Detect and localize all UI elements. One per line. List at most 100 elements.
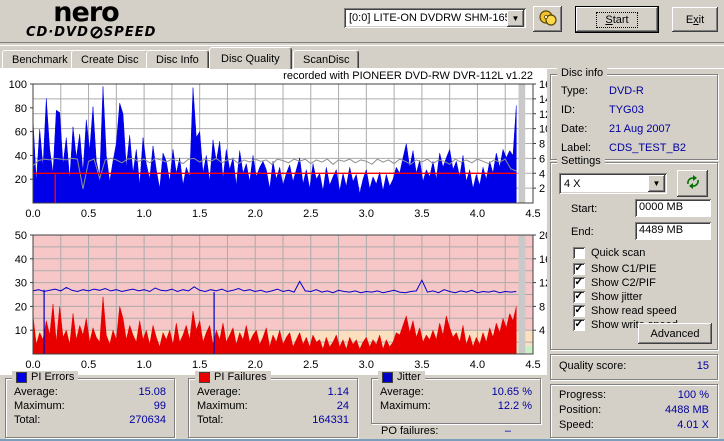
- x-axis-label: 1.0: [136, 208, 151, 220]
- speed-label: Speed:: [559, 419, 594, 431]
- pie-average-value: 15.08: [138, 386, 166, 398]
- exit-button[interactable]: Exit: [672, 7, 718, 32]
- disc-date-value: 21 Aug 2007: [609, 123, 671, 135]
- checkbox-quick-scan[interactable]: Quick scan: [573, 246, 645, 260]
- tab-strip: Benchmark Create Disc Disc Info Disc Qua…: [0, 46, 724, 69]
- pie-maximum-value: 99: [153, 400, 166, 412]
- x-axis-label: 1.5: [192, 208, 207, 220]
- hand-icon: [538, 9, 558, 30]
- left-axis-label: 30: [15, 278, 27, 290]
- refresh-icon: [685, 174, 701, 193]
- scan-end-strip: [518, 235, 526, 354]
- left-axis-label: 40: [15, 150, 27, 162]
- speed-select-arrow[interactable]: ▼: [648, 175, 665, 192]
- tab-create-disc[interactable]: Create Disc: [71, 50, 149, 68]
- speed-select-value: 4 X: [564, 177, 581, 190]
- refresh-button[interactable]: [677, 170, 708, 197]
- speed-select[interactable]: 4 X ▼: [559, 173, 667, 194]
- write-speed-series: [32, 157, 517, 189]
- right-axis-label: 20: [539, 230, 547, 242]
- checkbox-show-c2-pif[interactable]: ✓ Show C2/PIF: [573, 276, 656, 289]
- end-field-label: End:: [571, 226, 594, 238]
- logo-nero-text: nero: [53, 0, 119, 28]
- logo-cd-text: CD·DVD: [26, 25, 89, 40]
- pi-failures-swatch: [199, 371, 210, 383]
- left-axis-label: 50: [15, 230, 27, 242]
- progress-value: 100 %: [677, 389, 709, 401]
- position-label: Position:: [559, 404, 602, 416]
- end-field[interactable]: 4489 MB: [635, 222, 711, 240]
- x-axis-label: 2.0: [248, 359, 263, 371]
- checkbox-quick-scan-box[interactable]: [573, 247, 585, 259]
- start-button[interactable]: Start: [576, 7, 658, 32]
- tab-benchmark[interactable]: Benchmark: [2, 50, 78, 68]
- drive-select-arrow[interactable]: ▼: [507, 9, 524, 27]
- checkbox-show-jitter[interactable]: ✓ Show jitter: [573, 290, 643, 303]
- x-axis-label: 4.5: [525, 359, 540, 371]
- progress-label: Progress:: [559, 389, 607, 401]
- tab-scandisc[interactable]: ScanDisc: [293, 50, 360, 68]
- exit-label-pre: E: [685, 13, 694, 26]
- right-axis-label: 6: [539, 153, 545, 165]
- start-field[interactable]: 0000 MB: [635, 199, 711, 217]
- start-label: tart: [612, 13, 629, 26]
- disc-date-label: Date:: [561, 123, 588, 135]
- quality-score-box: Quality score: 15: [550, 354, 718, 380]
- x-axis-label: 1.5: [192, 359, 207, 371]
- checkbox-show-c1-pie-box[interactable]: ✓: [573, 262, 585, 275]
- start-label-accel: S: [605, 13, 613, 26]
- toolbar-separator: [0, 42, 724, 46]
- logo-speed-text: SPEED: [103, 25, 157, 40]
- jitter-swatch: [382, 371, 393, 383]
- disc-label-value: CDS_TEST_B2: [609, 142, 687, 154]
- po-failures-label: PO failures:: [381, 425, 439, 437]
- speed-value: 4.01 X: [677, 419, 709, 431]
- left-axis-label: 60: [15, 127, 27, 139]
- po-failures-value: –: [504, 425, 511, 437]
- right-axis-label: 4: [539, 325, 545, 337]
- eject-tray-button[interactable]: [533, 6, 562, 32]
- checkbox-show-jitter-box[interactable]: ✓: [573, 290, 585, 303]
- x-axis-label: 2.5: [303, 208, 318, 220]
- checkbox-show-read-speed[interactable]: ✓ Show read speed: [573, 304, 677, 317]
- x-axis-label: 3.0: [359, 208, 374, 220]
- disc-info-title: Disc info: [557, 67, 608, 79]
- checkbox-show-read-speed-box[interactable]: ✓: [573, 304, 585, 317]
- pi-errors-legend: PI Errors: [12, 371, 79, 383]
- pi-failures-legend: PI Failures: [195, 371, 271, 383]
- advanced-button[interactable]: Advanced: [638, 323, 712, 344]
- po-failures-row: PO failures: –: [373, 424, 519, 438]
- x-axis-label: 0.5: [81, 359, 96, 371]
- jitter-maximum-value: 12.2 %: [497, 400, 532, 412]
- right-axis-label: 16: [539, 79, 547, 91]
- checkbox-show-c1-pie[interactable]: ✓ Show C1/PIE: [573, 262, 657, 275]
- drive-select[interactable]: [0:0] LITE-ON DVDRW SHM-165P6S MS0R ▼: [344, 8, 526, 28]
- pi-errors-box: PI Errors Average: 15.08 Maximum: 99 Total…: [5, 371, 175, 438]
- quality-score-label: Quality score:: [559, 360, 627, 372]
- plot-border: [32, 234, 534, 355]
- checkbox-show-write-speed-box[interactable]: ✓: [573, 318, 585, 331]
- right-axis-label: 2: [539, 183, 545, 195]
- x-axis-label: 1.0: [136, 359, 151, 371]
- progress-box: Progress: 100 % Position: 4488 MB Speed: 4.…: [550, 384, 718, 438]
- pie-total-value: 270634: [129, 414, 166, 426]
- right-axis-label: 12: [539, 109, 547, 121]
- x-axis-label: 3.5: [414, 208, 429, 220]
- right-axis-label: 10: [539, 124, 547, 136]
- disc-label-label: Label:: [561, 142, 591, 154]
- left-axis-label: 20: [15, 174, 27, 186]
- x-axis-label: 4.0: [470, 359, 485, 371]
- disc-icon: [90, 26, 103, 39]
- right-axis-label: 14: [539, 94, 547, 106]
- tab-disc-info[interactable]: Disc Info: [146, 50, 209, 68]
- left-axis-label: 10: [15, 325, 27, 337]
- x-axis-label: 2.0: [248, 208, 263, 220]
- start-field-label: Start:: [571, 203, 598, 215]
- x-axis-label: 4.5: [525, 208, 540, 220]
- left-axis-label: 100: [9, 79, 27, 91]
- tab-disc-quality[interactable]: Disc Quality: [209, 47, 292, 69]
- checkbox-show-c2-pif-box[interactable]: ✓: [573, 276, 585, 289]
- exit-label-accel: x: [693, 13, 699, 26]
- settings-group: Settings 4 X ▼ Start: 0000 MB End: 448: [550, 155, 718, 350]
